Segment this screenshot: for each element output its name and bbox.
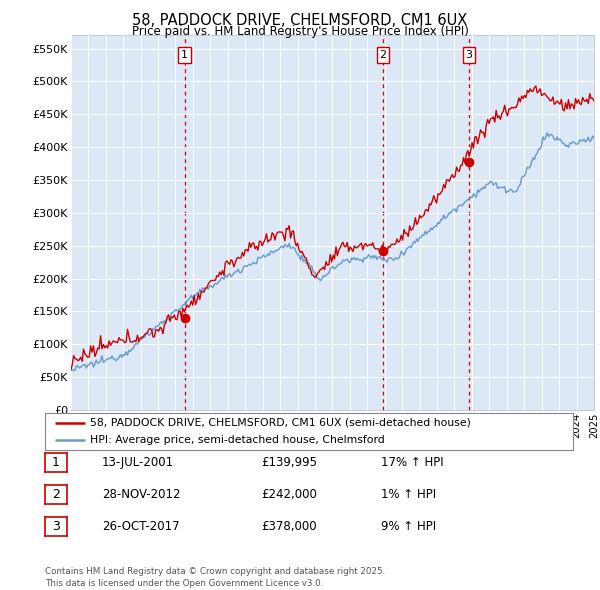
Text: £242,000: £242,000	[261, 488, 317, 501]
Text: £378,000: £378,000	[261, 520, 317, 533]
Text: 1: 1	[181, 50, 188, 60]
Text: £139,995: £139,995	[261, 456, 317, 469]
Text: 2: 2	[52, 488, 60, 501]
Text: Price paid vs. HM Land Registry's House Price Index (HPI): Price paid vs. HM Land Registry's House …	[131, 25, 469, 38]
Text: Contains HM Land Registry data © Crown copyright and database right 2025.
This d: Contains HM Land Registry data © Crown c…	[45, 567, 385, 588]
Text: 3: 3	[465, 50, 472, 60]
Text: 1% ↑ HPI: 1% ↑ HPI	[381, 488, 436, 501]
Text: 3: 3	[52, 520, 60, 533]
Text: 26-OCT-2017: 26-OCT-2017	[102, 520, 179, 533]
Text: 58, PADDOCK DRIVE, CHELMSFORD, CM1 6UX: 58, PADDOCK DRIVE, CHELMSFORD, CM1 6UX	[133, 13, 467, 28]
Text: 2: 2	[380, 50, 387, 60]
Text: HPI: Average price, semi-detached house, Chelmsford: HPI: Average price, semi-detached house,…	[90, 435, 385, 445]
Text: 9% ↑ HPI: 9% ↑ HPI	[381, 520, 436, 533]
Text: 13-JUL-2001: 13-JUL-2001	[102, 456, 174, 469]
Text: 17% ↑ HPI: 17% ↑ HPI	[381, 456, 443, 469]
Text: 58, PADDOCK DRIVE, CHELMSFORD, CM1 6UX (semi-detached house): 58, PADDOCK DRIVE, CHELMSFORD, CM1 6UX (…	[90, 418, 471, 428]
Text: 28-NOV-2012: 28-NOV-2012	[102, 488, 181, 501]
Text: 1: 1	[52, 456, 60, 469]
